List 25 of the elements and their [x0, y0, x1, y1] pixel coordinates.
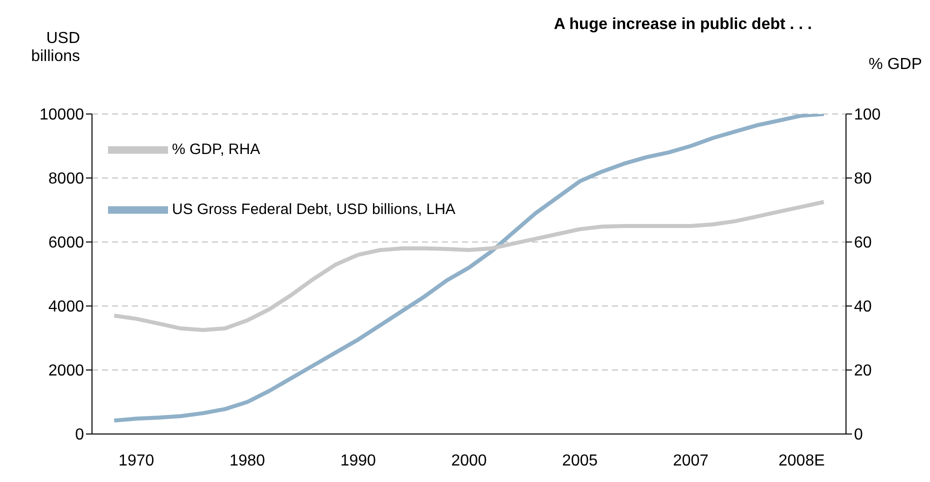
- x-tick-label: 2008E: [778, 452, 825, 470]
- y-tick-label: 8000: [48, 170, 84, 188]
- y-axis-title: USD billions: [30, 30, 80, 66]
- x-tick-label: 1990: [340, 452, 376, 470]
- x-tick-label: 2000: [451, 452, 487, 470]
- y2-tick-label: 40: [854, 298, 872, 316]
- y-tick-label: 10000: [40, 106, 84, 124]
- chart-title: A huge increase in public debt . . .: [554, 16, 812, 34]
- line-series: [112, 114, 826, 423]
- y-tick-label: 6000: [48, 234, 84, 252]
- y2-tick-label: 20: [854, 362, 872, 380]
- x-tick-label: 1980: [229, 452, 266, 470]
- legend-label: US Gross Federal Debt, USD billions, LHA: [172, 200, 456, 218]
- legend-label: % GDP, RHA: [172, 140, 260, 158]
- y2-axis-title: % GDP: [868, 56, 922, 74]
- x-tick-label: 2007: [672, 452, 709, 470]
- y2-tick-label: 100: [854, 106, 881, 124]
- x-tick-label: 2005: [562, 452, 598, 470]
- y-tick-label: 4000: [48, 298, 84, 316]
- x-tick-label: 1970: [118, 452, 154, 470]
- y2-tick-label: 60: [854, 234, 872, 252]
- y2-tick-label: 0: [854, 426, 863, 444]
- y-tick-label: 0: [75, 426, 84, 444]
- y2-tick-label: 80: [854, 170, 872, 188]
- y-tick-label: 2000: [48, 362, 84, 380]
